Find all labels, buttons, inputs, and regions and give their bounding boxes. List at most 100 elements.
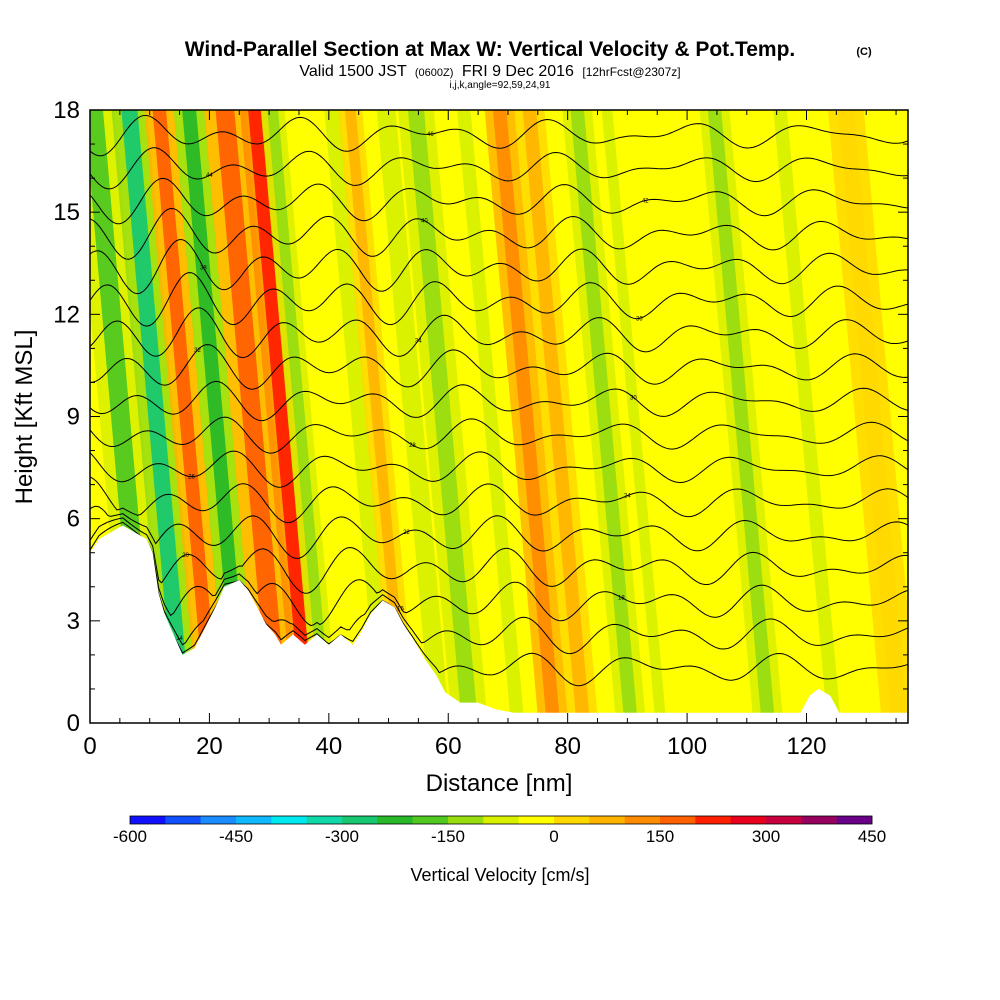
- velocity-band-core: [837, 110, 908, 723]
- theta-contour: [90, 476, 908, 524]
- x-tick-label: 40: [315, 733, 342, 760]
- theta-contour-label: 26: [188, 475, 195, 481]
- subtitle-date: FRI 9 Dec 2016: [462, 63, 574, 80]
- y-tick-label: 9: [67, 404, 80, 431]
- theta-contour-label: 14: [176, 636, 183, 642]
- velocity-band-core: [324, 110, 395, 723]
- theta-contour: [90, 528, 908, 655]
- theta-contour: [90, 147, 908, 190]
- y-tick-label: 6: [67, 506, 80, 533]
- x-tick-label: 20: [196, 733, 223, 760]
- colorbar-swatch: [801, 816, 837, 824]
- colorbar-swatch: [766, 816, 802, 824]
- velocity-band-core: [522, 110, 590, 723]
- colorbar-swatch: [554, 816, 590, 824]
- colorbar-swatch: [130, 816, 166, 824]
- colorbar-swatch: [695, 816, 731, 824]
- copyright-mark: (C): [856, 46, 872, 58]
- colorbar-tick-label: -300: [325, 827, 359, 846]
- colorbar-swatch: [518, 816, 555, 824]
- x-tick-label: 0: [83, 733, 96, 760]
- theta-contour-label: 36: [636, 316, 643, 322]
- colorbar-tick-label: 300: [752, 827, 780, 846]
- y-tick-label: 18: [53, 97, 80, 124]
- theta-contour: [90, 416, 908, 454]
- velocity-band-core: [457, 110, 525, 723]
- theta-contour: [90, 521, 908, 627]
- theta-contour-label: 38: [200, 265, 207, 271]
- colorbar-tick-label: -450: [219, 827, 253, 846]
- theta-contour: [90, 238, 908, 295]
- colorbar-label: Vertical Velocity [cm/s]: [410, 865, 589, 885]
- theta-contours: 14 16 18 20 22 24 26 28 30 32 34 36 38 40 42 44 46: [90, 115, 908, 687]
- y-axis-label: Height [Kft MSL]: [11, 330, 38, 505]
- velocity-band-core: [267, 110, 332, 723]
- y-tick-label: 12: [53, 301, 80, 328]
- theta-contour: [90, 517, 908, 594]
- colorbar-swatch: [448, 816, 484, 824]
- x-axis: 0 20 40 60 80 100 120: [83, 110, 897, 760]
- x-tick-label: 60: [435, 733, 462, 760]
- x-axis-label: Distance [nm]: [426, 770, 573, 797]
- y-tick-label: 0: [67, 710, 80, 737]
- colorbar: [129, 815, 873, 825]
- theta-contour-label: 24: [624, 494, 631, 500]
- colorbar-tick-label: 0: [549, 827, 558, 846]
- theta-contour-label: 42: [642, 198, 649, 204]
- chart-title: Wind-Parallel Section at Max W: Vertical…: [185, 38, 796, 61]
- theta-contour: [90, 207, 908, 260]
- subtitle-fcst: [12hrFcst@2307z]: [582, 65, 680, 79]
- colorbar-swatch: [483, 816, 519, 824]
- velocity-band-core: [152, 110, 220, 723]
- colorbar-swatch: [306, 816, 343, 824]
- terrain: [90, 525, 908, 723]
- colorbar-swatch: [271, 816, 307, 824]
- theta-contour: [90, 177, 908, 225]
- theta-contour-label: 46: [427, 132, 434, 138]
- velocity-band-core: [344, 110, 410, 723]
- velocity-band-core: [121, 110, 192, 723]
- theta-contour: [90, 307, 908, 359]
- colorbar-swatch: [589, 816, 625, 824]
- subtitle-params: i,j,k,angle=92,59,24,91: [450, 80, 551, 91]
- theta-contour: [90, 380, 908, 422]
- theta-contour: [90, 450, 908, 488]
- theta-contour-label: 40: [421, 219, 428, 225]
- velocity-band-core: [492, 110, 561, 723]
- x-tick-label: 100: [667, 733, 707, 760]
- colorbar-tick-label: -600: [113, 827, 147, 846]
- colorbar-ticks: -600 -450 -300 -150 0 150 300 450: [113, 827, 886, 846]
- velocity-band-core: [407, 110, 478, 723]
- colorbar-swatch: [377, 816, 413, 824]
- colorbar-swatch: [200, 816, 237, 824]
- theta-contour-label: 18: [618, 596, 625, 602]
- subtitle-utc: (0600Z): [415, 67, 454, 79]
- colorbar-swatch: [624, 816, 661, 824]
- colorbar-tick-label: -150: [431, 827, 465, 846]
- x-tick-label: 80: [554, 733, 581, 760]
- colorbar-swatch: [236, 816, 272, 824]
- theta-contour: [90, 115, 908, 157]
- colorbar-swatch: [165, 816, 201, 824]
- theta-contour: [90, 272, 908, 327]
- velocity-band-core: [248, 110, 316, 723]
- colorbar-swatch: [412, 816, 449, 824]
- theta-contour-label: 20: [182, 553, 189, 559]
- colorbar-frame: [129, 815, 873, 825]
- theta-contour-label: 30: [630, 395, 637, 401]
- theta-contour: [90, 505, 908, 559]
- colorbar-swatch: [836, 816, 873, 824]
- theta-contour-label: 16: [397, 606, 404, 612]
- x-tick-label: 120: [786, 733, 826, 760]
- theta-contour-label: 34: [415, 338, 422, 344]
- velocity-band-core: [773, 110, 841, 723]
- colorbar-swatch: [730, 816, 767, 824]
- theta-contour-label: 44: [206, 173, 213, 179]
- velocity-band-core: [707, 110, 776, 723]
- theta-contour-label: 22: [403, 530, 410, 536]
- y-tick-label: 3: [67, 608, 80, 635]
- theta-contour: [90, 344, 908, 390]
- theta-contour-label: 32: [194, 348, 201, 354]
